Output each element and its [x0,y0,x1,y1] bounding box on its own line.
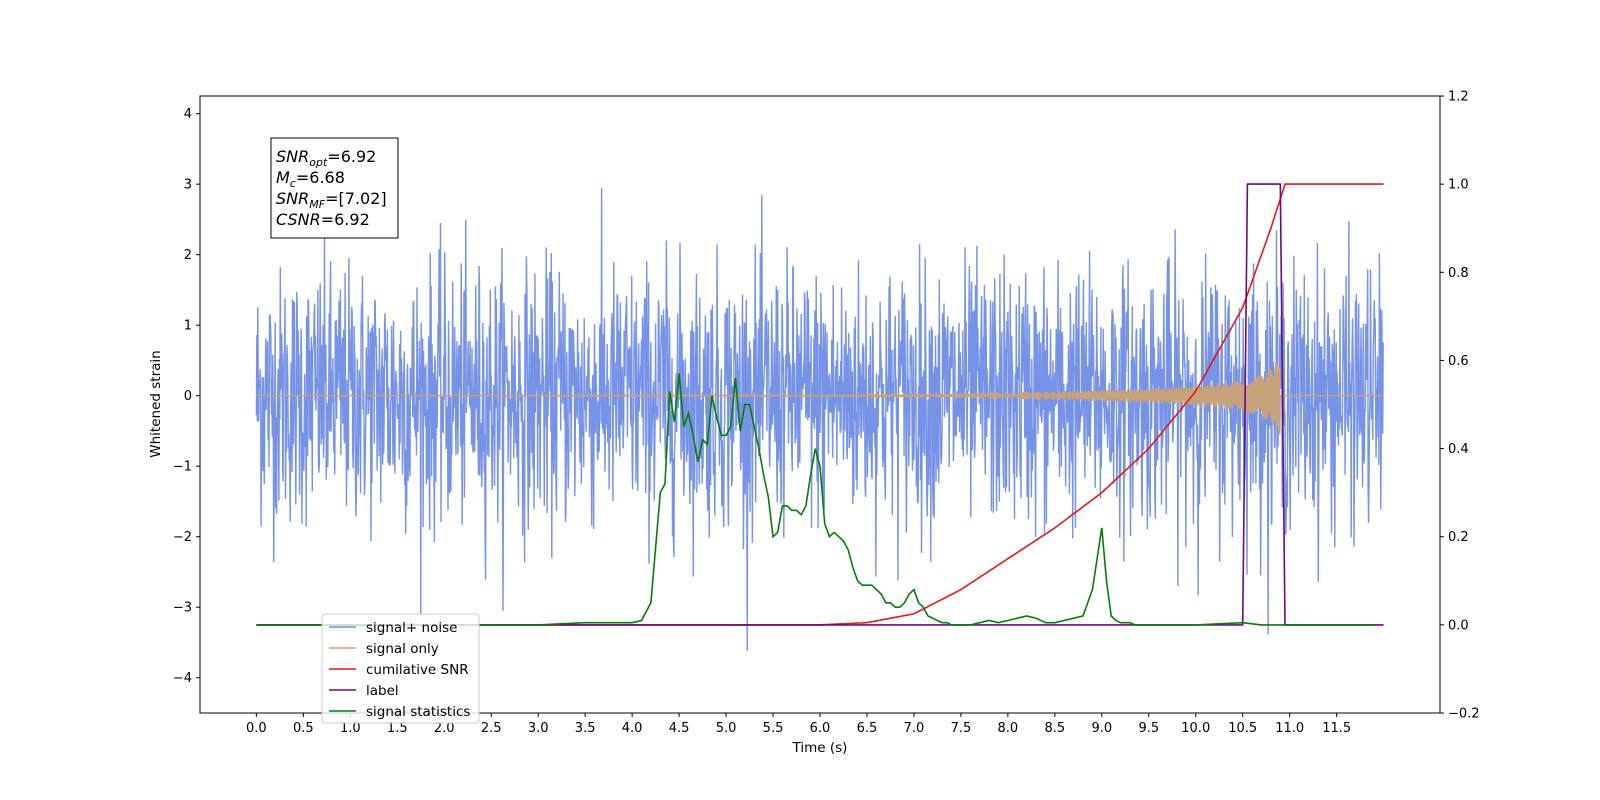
y-axis-label: Whitened strain [148,350,164,457]
x-axis: 0.0 0.5 1.0 1.5 2.0 2.5 3.0 3.5 4.0 4.5 5.0 5.5 6.0 6… [246,713,1351,736]
y2-tick-label: 0.6 [1448,354,1469,369]
x-tick-label: 4.5 [669,721,690,736]
x-tick-label: 2.5 [481,721,502,736]
x-tick-label: 3.5 [575,721,596,736]
x-tick-label: 9.5 [1138,721,1159,736]
annotation-line: SNRopt=6.92 [276,147,376,169]
legend-entry: signal only [366,641,439,657]
x-tick-label: 4.0 [622,721,643,736]
x-tick-label: 0.5 [293,721,314,736]
series-signal-only [256,362,1384,435]
y-tick-label: −2 [173,530,192,545]
x-tick-label: 6.0 [810,721,831,736]
y-tick-label: 0 [184,389,192,404]
x-tick-label: 11.5 [1322,721,1351,736]
series-layer [255,183,1384,651]
y-tick-label: 2 [184,248,192,263]
y-tick-label: −3 [173,601,192,616]
y2-tick-label: 1.0 [1448,178,1469,193]
annotation-frame [270,137,399,239]
y2-tick-label: −0.2 [1448,707,1480,722]
legend-frame [321,613,480,724]
y2-tick-label: 0.2 [1448,530,1469,545]
x-tick-label: 1.5 [387,721,408,736]
y2-tick-label: 1.2 [1448,90,1469,105]
x-tick-label: 10.0 [1181,721,1210,736]
series-signal-noise [255,187,1384,651]
x-tick-label: 11.0 [1275,721,1304,736]
y2-tick-label: 0.4 [1448,442,1469,457]
x-tick-label: 5.5 [763,721,784,736]
legend-entry: signal statistics [366,704,470,720]
y2-tick-label: 0.8 [1448,266,1469,281]
x-tick-label: 5.0 [716,721,737,736]
y-tick-label: 4 [184,107,192,122]
y-tick-label: 3 [184,178,192,193]
x-tick-label: 6.5 [857,721,878,736]
legend: signal+ noise signal only cumilative SNR la… [321,613,480,724]
x-tick-label: 0.0 [246,721,267,736]
x-tick-label: 7.5 [951,721,972,736]
legend-entry: cumilative SNR [366,662,469,678]
annotation-line: SNRMF=[7.02] [276,189,387,211]
y-axis-left: −4 −3 −2 −1 0 1 2 3 4 [173,107,200,686]
y-axis-right: −0.2 0.0 0.2 0.4 0.6 0.8 1.0 1.2 [1440,90,1480,722]
x-tick-label: 2.0 [434,721,455,736]
y-tick-label: 1 [184,319,192,334]
x-axis-label: Time (s) [792,740,848,756]
x-tick-label: 9.0 [1091,721,1112,736]
x-tick-label: 3.0 [528,721,549,736]
annotation-line: Mc=6.68 [276,168,345,190]
y2-tick-label: 0.0 [1448,618,1469,633]
x-tick-label: 8.0 [998,721,1019,736]
x-tick-label: 7.0 [904,721,925,736]
annotation-line: CSNR=6.92 [276,210,370,229]
legend-entry: label [366,683,399,699]
series-signal-statistics [256,373,1375,626]
y-tick-label: −4 [173,671,192,686]
x-tick-label: 10.5 [1228,721,1257,736]
y-tick-label: −1 [173,460,192,475]
x-tick-label: 1.0 [340,721,361,736]
x-tick-label: 8.5 [1045,721,1066,736]
legend-entry: signal+ noise [366,620,457,636]
